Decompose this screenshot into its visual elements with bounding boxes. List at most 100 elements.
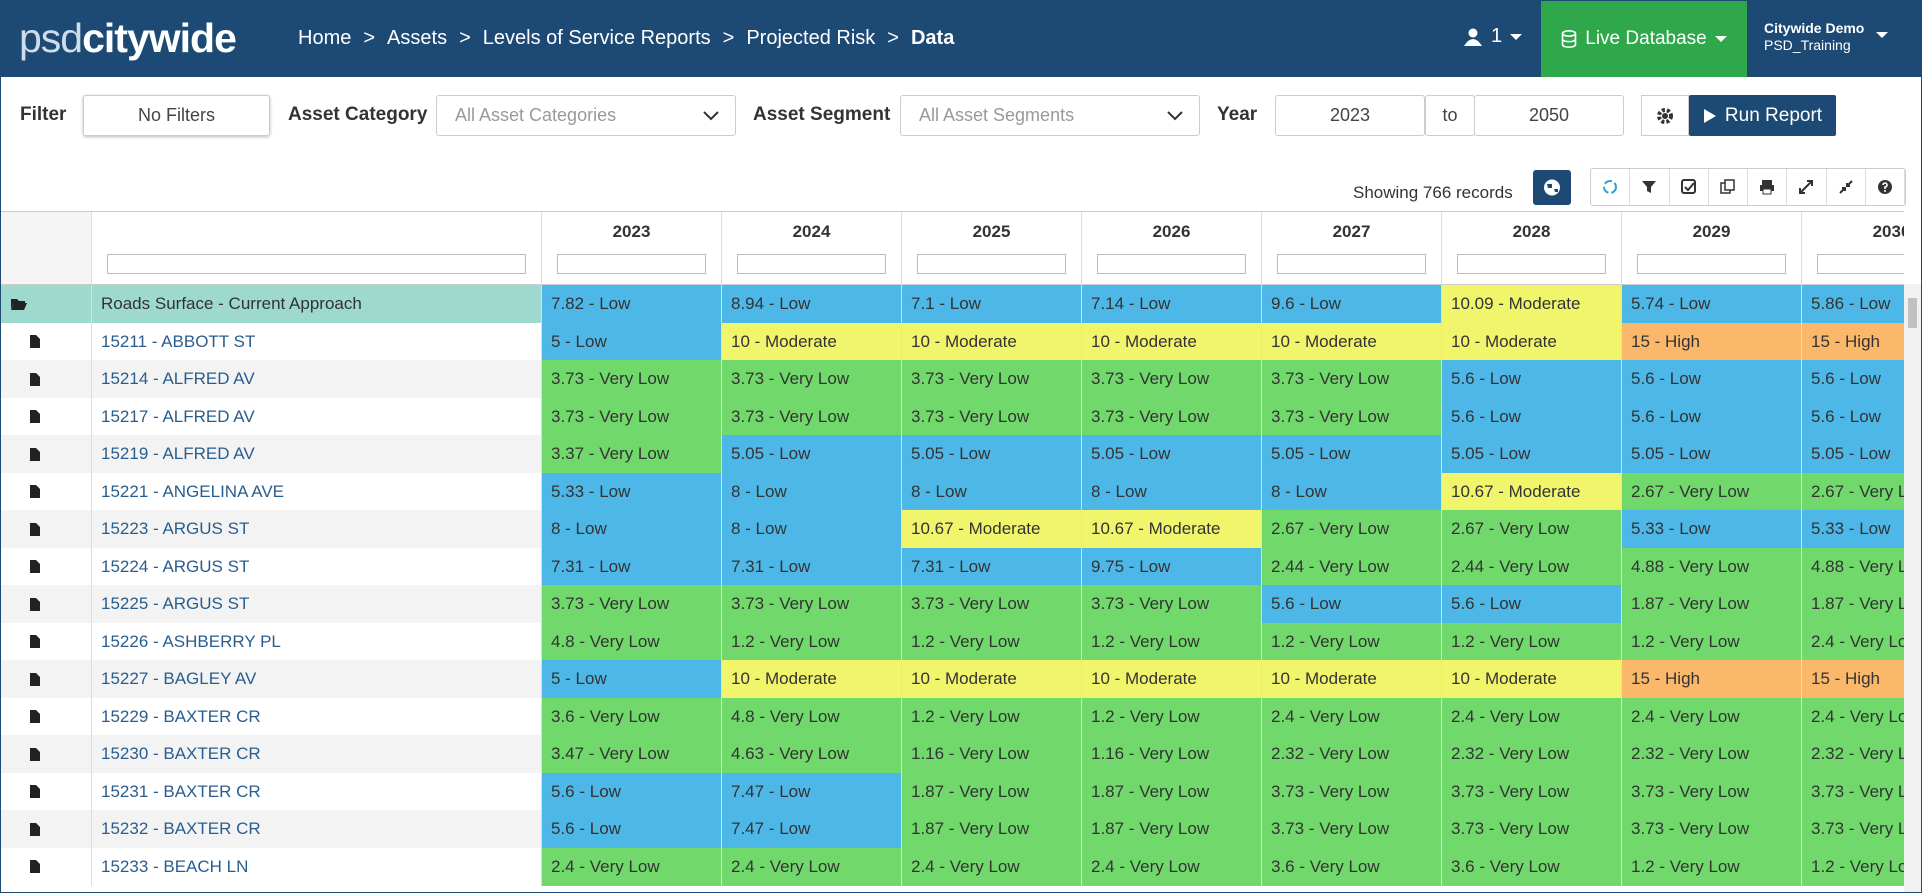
row-icon[interactable] bbox=[1, 360, 92, 398]
risk-cell: 8 - Low bbox=[1262, 472, 1442, 511]
risk-cell: 3.37 - Very Low bbox=[542, 435, 722, 473]
tool-icon bbox=[1838, 180, 1853, 194]
run-report-button[interactable]: Run Report bbox=[1689, 95, 1836, 136]
asset-link[interactable]: 15217 - ALFRED AV bbox=[101, 406, 255, 426]
risk-cell: 5.33 - Low bbox=[1622, 510, 1802, 548]
row-icon[interactable] bbox=[1, 472, 92, 511]
risk-cell: 3.73 - Very Low bbox=[542, 397, 722, 436]
row-icon[interactable] bbox=[1, 322, 92, 361]
risk-cell: 2.4 - Very Low bbox=[722, 847, 902, 886]
column-filter[interactable] bbox=[1637, 254, 1786, 274]
settings-button[interactable] bbox=[1641, 95, 1689, 136]
column-filter[interactable] bbox=[737, 254, 886, 274]
year-from[interactable]: 2023 bbox=[1275, 95, 1425, 136]
database-label: Live Database bbox=[1585, 28, 1707, 49]
risk-cell: 10 - Moderate bbox=[902, 322, 1082, 361]
risk-cell: 7.14 - Low bbox=[1082, 285, 1262, 323]
asset-link[interactable]: 15225 - ARGUS ST bbox=[101, 594, 250, 613]
year-to[interactable]: 2050 bbox=[1474, 95, 1624, 136]
filter-button[interactable]: No Filters bbox=[83, 95, 270, 136]
risk-cell: 2.4 - Very Low bbox=[1622, 697, 1802, 736]
database-menu[interactable]: Live Database bbox=[1541, 1, 1747, 77]
segment-select[interactable]: All Asset Segments bbox=[900, 95, 1200, 136]
risk-cell: 5.33 - Low bbox=[542, 472, 722, 511]
tool-icon bbox=[1799, 180, 1814, 194]
column-filter[interactable] bbox=[917, 254, 1066, 274]
asset-link[interactable]: 15221 - ANGELINA AVE bbox=[101, 481, 285, 501]
risk-cell: 1.87 - Very Low bbox=[1082, 810, 1262, 848]
scroll-thumb[interactable] bbox=[1908, 298, 1917, 328]
asset-link[interactable]: 15214 - ALFRED AV bbox=[101, 369, 255, 388]
row-icon[interactable] bbox=[1, 810, 92, 848]
row-icon[interactable] bbox=[1, 510, 92, 548]
asset-link[interactable]: 15219 - ALFRED AV bbox=[101, 444, 255, 463]
risk-cell: 3.73 - Very Low bbox=[1262, 397, 1442, 436]
risk-cell: 7.31 - Low bbox=[722, 547, 902, 586]
row-icon[interactable] bbox=[1, 660, 92, 698]
tool-button[interactable] bbox=[1630, 169, 1670, 205]
risk-cell: 2.32 - Very Low bbox=[1262, 735, 1442, 773]
file-icon bbox=[30, 485, 40, 498]
tool-button[interactable] bbox=[1670, 169, 1709, 205]
column-filter[interactable] bbox=[1277, 254, 1426, 274]
asset-link[interactable]: 15232 - BAXTER CR bbox=[101, 819, 261, 838]
risk-cell: 2.4 - Very Low bbox=[1442, 697, 1622, 736]
column-filter[interactable] bbox=[557, 254, 706, 274]
user-menu[interactable]: 1 bbox=[1463, 25, 1523, 48]
gear-icon bbox=[1657, 107, 1673, 124]
run-label: Run Report bbox=[1724, 104, 1823, 126]
row-icon[interactable] bbox=[1, 697, 92, 736]
row-icon[interactable] bbox=[1, 397, 92, 436]
asset-link[interactable]: 15231 - BAXTER CR bbox=[101, 781, 261, 801]
asset-link[interactable]: 15229 - BAXTER CR bbox=[101, 706, 261, 726]
row-icon[interactable] bbox=[1, 435, 92, 473]
column-filter[interactable] bbox=[1817, 254, 1904, 274]
column-filter[interactable] bbox=[1097, 254, 1246, 274]
scrollbar[interactable] bbox=[1904, 284, 1921, 892]
tool-button[interactable] bbox=[1827, 169, 1866, 205]
risk-cell: 7.31 - Low bbox=[542, 547, 722, 586]
row-name: Roads Surface - Current Approach bbox=[92, 285, 542, 323]
row-icon[interactable] bbox=[1, 622, 92, 661]
row-icon[interactable] bbox=[1, 585, 92, 623]
row-icon[interactable] bbox=[1, 772, 92, 811]
asset-link[interactable]: 15224 - ARGUS ST bbox=[101, 556, 250, 576]
risk-cell: 3.73 - Very Low bbox=[722, 397, 902, 436]
risk-cell: 15 - High bbox=[1622, 322, 1802, 361]
asset-link[interactable]: 15230 - BAXTER CR bbox=[101, 744, 261, 763]
asset-link[interactable]: 15223 - ARGUS ST bbox=[101, 519, 250, 538]
row-icon[interactable] bbox=[1, 285, 92, 323]
column-filter[interactable] bbox=[107, 254, 526, 274]
asset-link[interactable]: 15226 - ASHBERRY PL bbox=[101, 631, 281, 651]
risk-cell: 1.87 - Very Low bbox=[1802, 585, 1904, 623]
category-select[interactable]: All Asset Categories bbox=[436, 95, 736, 136]
risk-cell: 2.32 - Very Low bbox=[1802, 735, 1904, 773]
asset-link[interactable]: 15233 - BEACH LN bbox=[101, 856, 249, 876]
breadcrumbs: Home > Assets > Levels of Service Reports > Pr… bbox=[298, 27, 954, 50]
tool-button[interactable] bbox=[1748, 169, 1788, 205]
risk-cell: 1.2 - Very Low bbox=[902, 622, 1082, 661]
breadcrumb[interactable]: Projected Risk bbox=[746, 27, 876, 49]
risk-cell: 1.2 - Very Low bbox=[902, 697, 1082, 736]
tool-button[interactable] bbox=[1591, 169, 1631, 205]
breadcrumb[interactable]: Home bbox=[298, 27, 352, 49]
row-icon[interactable] bbox=[1, 547, 92, 586]
row-icon[interactable] bbox=[1, 735, 92, 773]
globe-button[interactable] bbox=[1533, 170, 1571, 205]
file-icon bbox=[30, 597, 40, 611]
asset-link[interactable]: 15211 - ABBOTT ST bbox=[101, 331, 256, 351]
account-menu[interactable]: Citywide Demo PSD_Training bbox=[1764, 20, 1888, 54]
tool-button[interactable] bbox=[1866, 169, 1905, 205]
tool-button[interactable] bbox=[1709, 169, 1748, 205]
column-filter[interactable] bbox=[1457, 254, 1606, 274]
risk-cell: 1.2 - Very Low bbox=[1622, 847, 1802, 886]
risk-cell: 2.4 - Very Low bbox=[542, 847, 722, 886]
tool-button[interactable] bbox=[1787, 169, 1827, 205]
year-header: 2027 bbox=[1262, 212, 1442, 285]
asset-link[interactable]: 15227 - BAGLEY AV bbox=[101, 669, 257, 688]
logo[interactable]: psdcitywide bbox=[19, 15, 237, 62]
filter-value: No Filters bbox=[137, 105, 215, 125]
breadcrumb[interactable]: Assets bbox=[387, 27, 448, 49]
row-icon[interactable] bbox=[1, 847, 92, 886]
breadcrumb[interactable]: Levels of Service Reports bbox=[482, 27, 711, 49]
